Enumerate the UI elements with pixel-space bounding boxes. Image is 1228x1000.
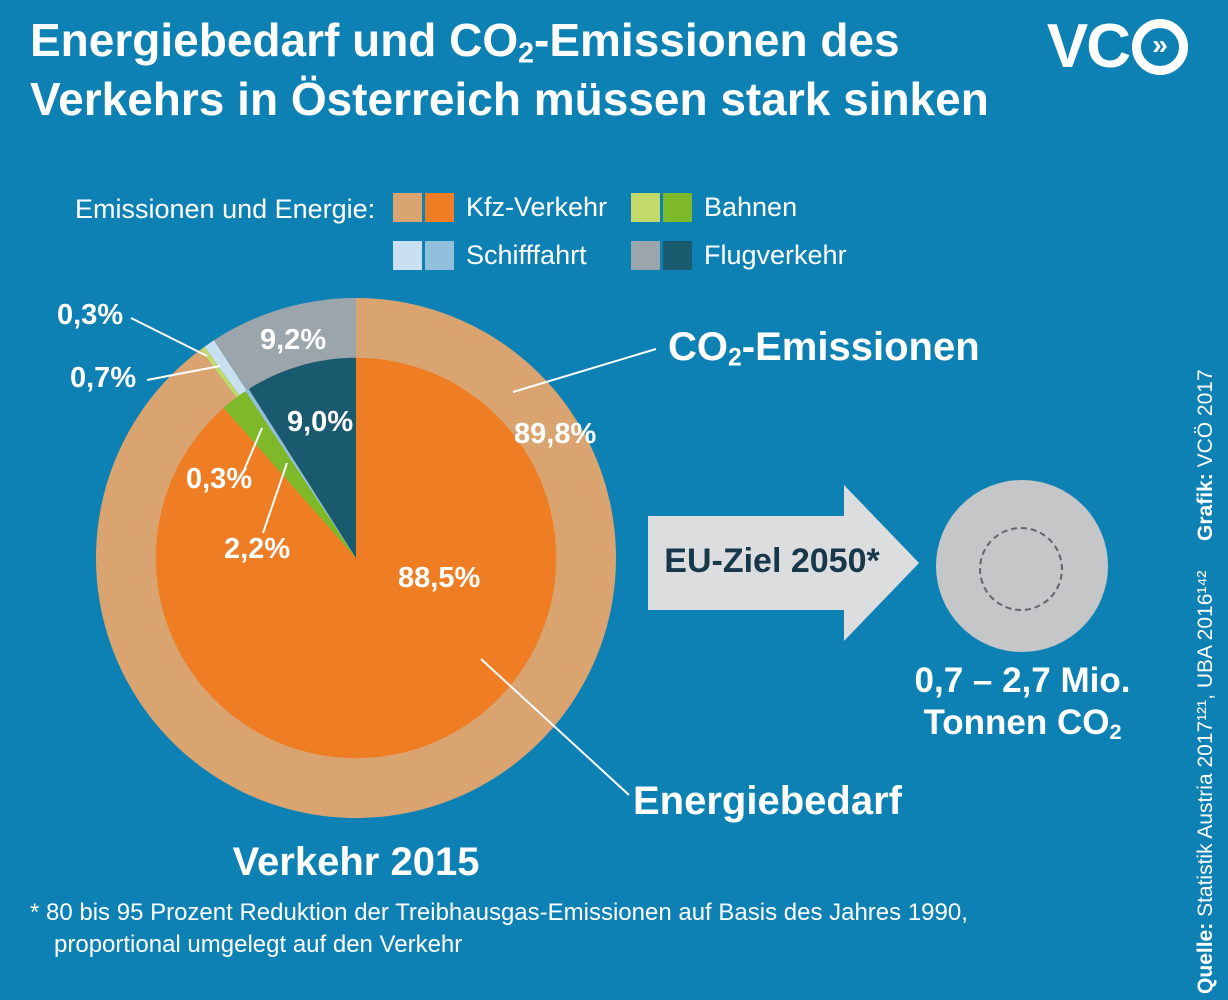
- pct-outer-kfz: 89,8%: [514, 418, 597, 450]
- pct-inner-kfz: 88,5%: [398, 562, 481, 594]
- logo-ring-icon: »: [1132, 19, 1188, 75]
- legend-item-kfz: Kfz-Verkehr: [393, 192, 631, 223]
- title-line2: Verkehrs in Österreich müssen stark sink…: [30, 73, 989, 126]
- arrow-shape: [648, 485, 919, 641]
- swatch-energy-schifffahrt: [425, 241, 454, 270]
- footnote-line1: * 80 bis 95 Prozent Reduktion der Treibh…: [30, 899, 968, 926]
- legend-item-flugverkehr: Flugverkehr: [631, 240, 847, 271]
- goal-value: 0,7 – 2,7 Mio. Tonnen CO2: [880, 660, 1165, 745]
- logo-chevrons-icon: »: [1152, 28, 1168, 60]
- legend: Emissionen und Energie: Kfz-Verkehr Bahne…: [75, 192, 847, 271]
- swatch-energy-flugverkehr: [663, 241, 692, 270]
- source-quelle: Quelle: Statistik Austria 2017¹²¹, UBA 2…: [1194, 570, 1217, 994]
- goal-circle: [936, 480, 1108, 652]
- goal-dashed-circle-icon: [979, 527, 1063, 611]
- logo-text: VC: [1046, 12, 1131, 81]
- swatch-energy-bahnen: [663, 193, 692, 222]
- goal-value-line2: Tonnen CO2: [923, 703, 1122, 744]
- pct-outer-flugverkehr: 9,2%: [260, 324, 327, 356]
- footnote: * 80 bis 95 Prozent Reduktion der Treibh…: [30, 897, 968, 962]
- pct-outer-schifffahrt: 0,7%: [70, 362, 137, 394]
- page-title: Energiebedarf und CO2-Emissionen des Ver…: [30, 12, 989, 127]
- source-credit: Quelle: Statistik Austria 2017¹²¹, UBA 2…: [1194, 369, 1218, 994]
- legend-title: Emissionen und Energie:: [75, 194, 376, 224]
- legend-label-kfz: Kfz-Verkehr: [466, 192, 608, 222]
- pct-inner-schifffahrt: 0,3%: [186, 463, 253, 495]
- vco-logo: VC »: [1047, 16, 1188, 78]
- pct-outer-bahnen: 0,3%: [57, 299, 124, 331]
- callout-energiebedarf: Energiebedarf: [633, 779, 902, 823]
- eu-target-label: EU-Ziel 2050*: [664, 542, 880, 580]
- swatch-energy-kfz: [425, 193, 454, 222]
- pie-segment-energiebedarf-kfzverkehr: [155, 357, 557, 759]
- source-grafik: Grafik: VCÖ 2017: [1194, 369, 1217, 541]
- legend-items: Kfz-Verkehr Bahnen Schifffahrt Flugverkehr: [393, 192, 847, 271]
- swatch-emission-kfz: [393, 193, 422, 222]
- arrow-right-icon: [648, 485, 919, 641]
- legend-label-flugverkehr: Flugverkehr: [704, 240, 847, 270]
- pie-chart: [95, 298, 616, 819]
- legend-item-schifffahrt: Schifffahrt: [393, 240, 631, 271]
- legend-item-bahnen: Bahnen: [631, 192, 847, 223]
- swatch-emission-bahnen: [631, 193, 660, 222]
- pie-segment-energiebedarf-schifffahrt: [245, 388, 356, 558]
- pie-segment-energiebedarf-flugverkehr: [248, 357, 356, 558]
- swatch-emission-flugverkehr: [631, 241, 660, 270]
- chart-title: Verkehr 2015: [232, 840, 480, 884]
- title-line1: Energiebedarf und CO2-Emissionen des: [30, 14, 900, 70]
- footnote-line2: proportional umgelegt auf den Verkehr: [54, 931, 463, 959]
- pct-inner-flugverkehr: 9,0%: [287, 406, 354, 438]
- legend-label-schifffahrt: Schifffahrt: [466, 240, 587, 270]
- goal-value-line1: 0,7 – 2,7 Mio.: [914, 661, 1131, 700]
- pct-inner-bahnen: 2,2%: [224, 533, 291, 565]
- callout-co2-emissionen: CO2-Emissionen: [668, 325, 980, 372]
- swatch-emission-schifffahrt: [393, 241, 422, 270]
- legend-label-bahnen: Bahnen: [704, 192, 798, 222]
